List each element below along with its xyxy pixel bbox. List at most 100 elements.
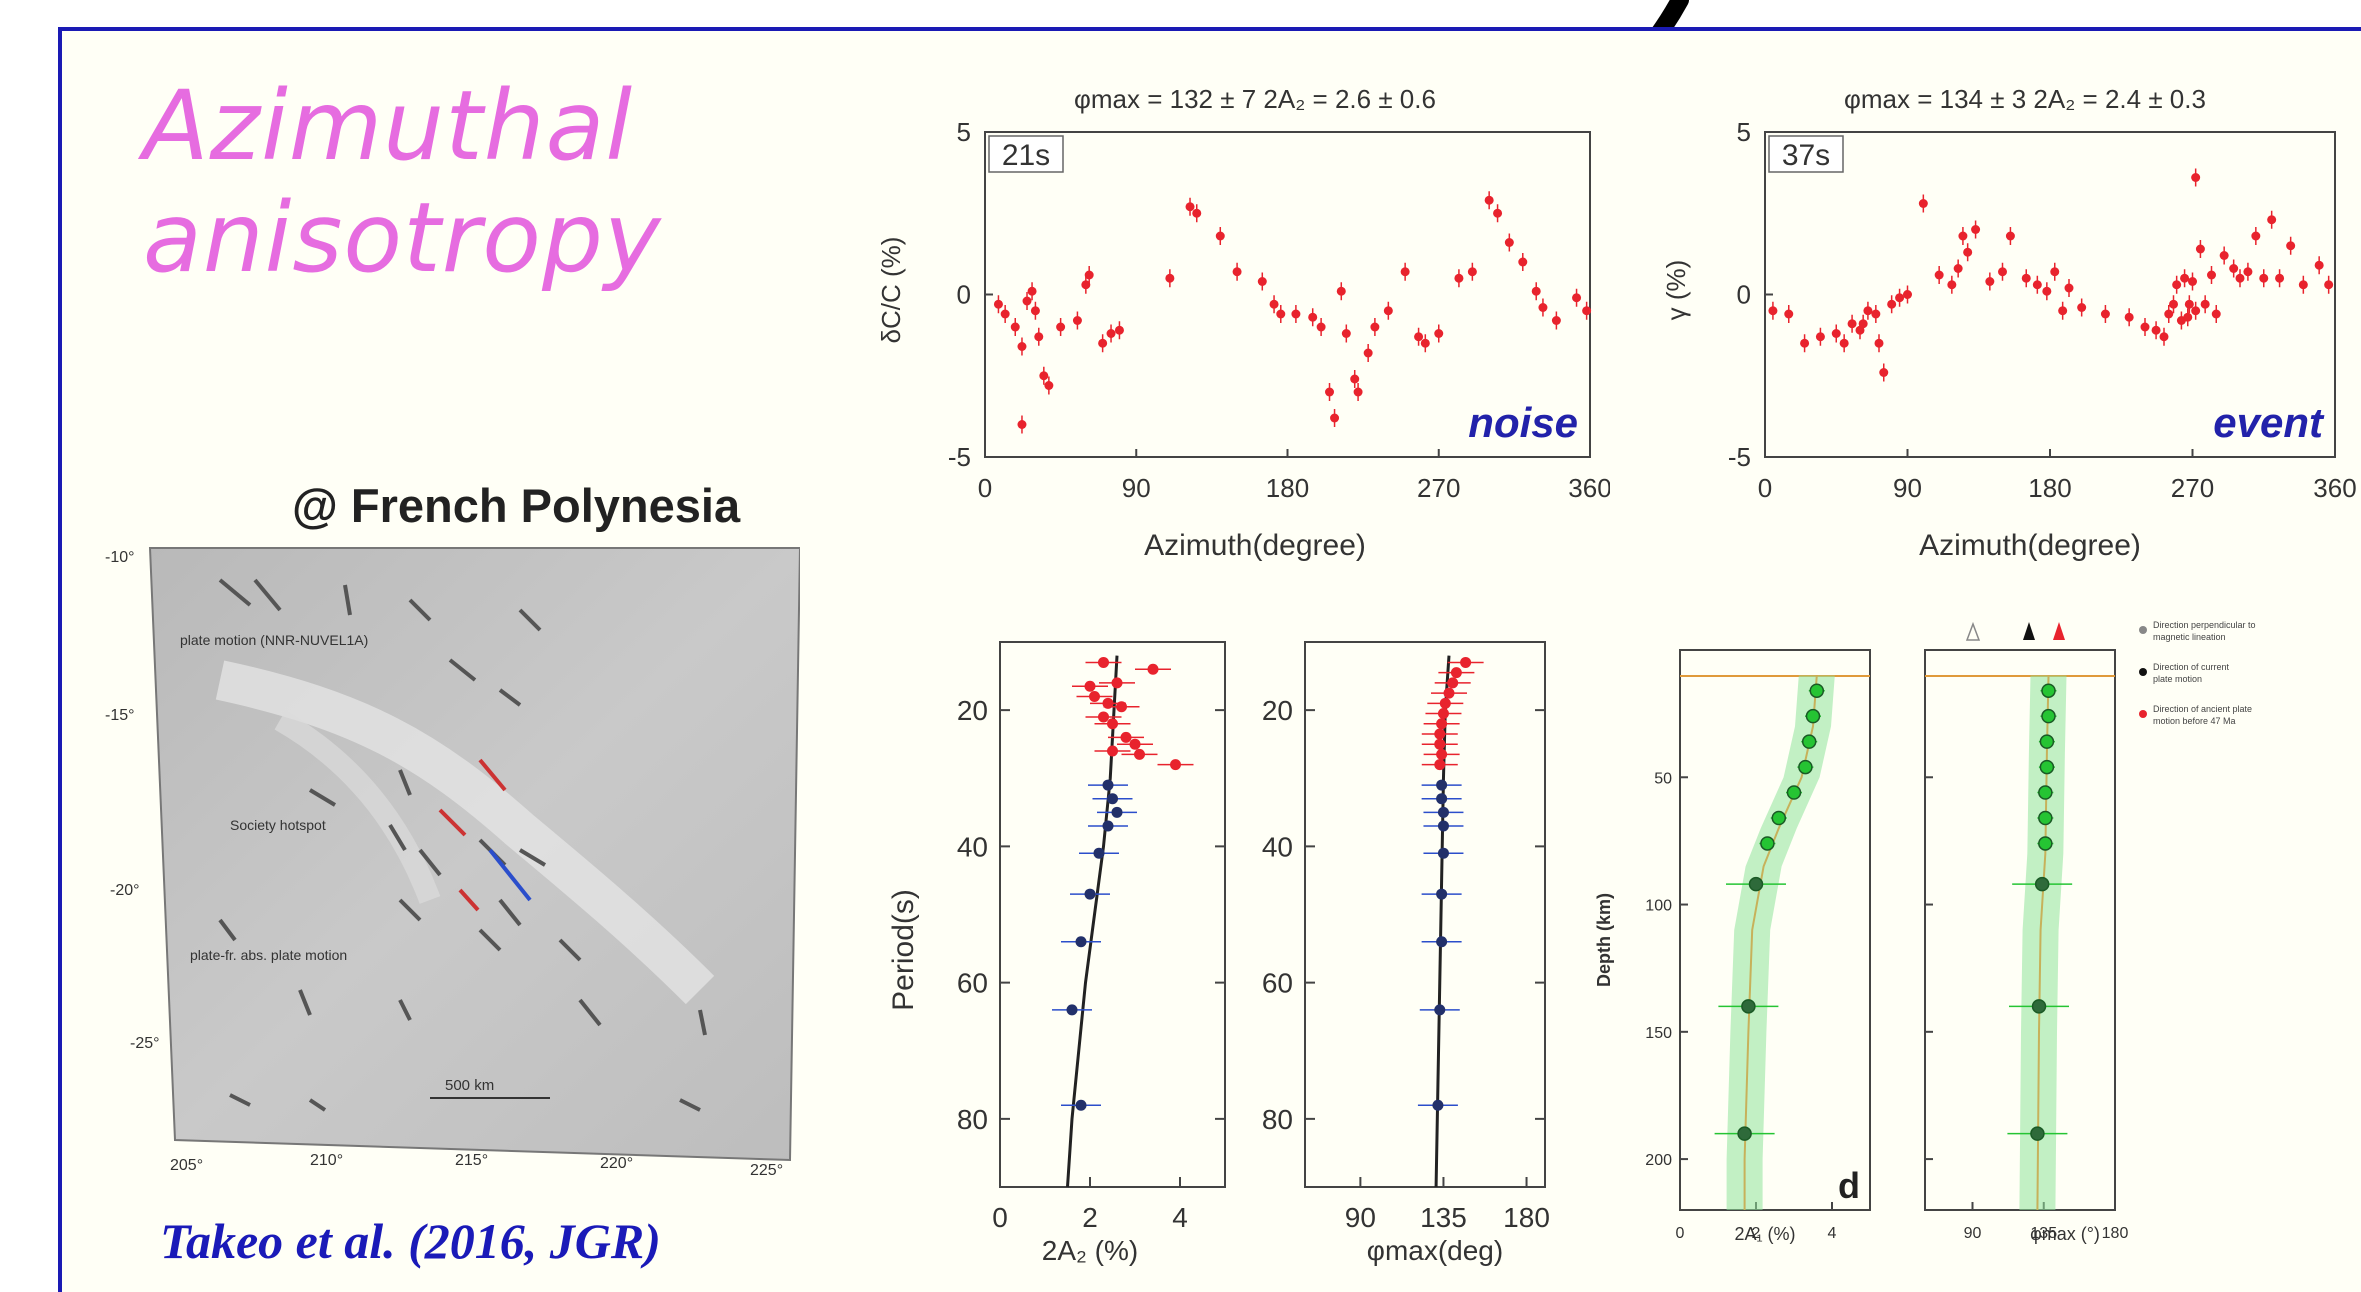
data-point bbox=[1863, 306, 1873, 316]
x-tick-label: 90 bbox=[1122, 473, 1151, 503]
data-point bbox=[1437, 806, 1449, 818]
data-point bbox=[2034, 876, 2050, 892]
slide-title: Azimuthal anisotropy bbox=[143, 70, 662, 294]
data-point bbox=[1815, 332, 1825, 342]
x-axis-label: 2A₁ (%) bbox=[1734, 1224, 1795, 1244]
data-point bbox=[1072, 316, 1082, 325]
data-point bbox=[1518, 257, 1528, 267]
y-tick-label: 50 bbox=[1654, 770, 1672, 787]
x-tick-label: 0 bbox=[978, 473, 992, 503]
data-point bbox=[1454, 273, 1464, 283]
data-point bbox=[2259, 273, 2269, 283]
seafloor-ridge-2 bbox=[274, 710, 441, 904]
data-point bbox=[1044, 381, 1054, 390]
ancient-plate-direction-marker bbox=[2053, 622, 2065, 640]
period-label: 21s bbox=[1002, 139, 1050, 172]
x-tick-label: 90 bbox=[1964, 1225, 1982, 1242]
data-point bbox=[1084, 888, 1096, 900]
data-point bbox=[1871, 309, 1881, 319]
y-tick-label: 5 bbox=[957, 117, 971, 147]
chart-noise: φmax = 132 ± 7 2A₂ = 2.6 ± 0.6 δC/C (%) … bbox=[876, 84, 1610, 562]
data-point bbox=[1276, 309, 1286, 319]
x-tick-label: 180 bbox=[2028, 473, 2071, 503]
period-label: 37s bbox=[1782, 139, 1830, 172]
data-point bbox=[1434, 1004, 1446, 1016]
legend-text: Direction perpendicular to bbox=[2153, 620, 2256, 630]
data-point bbox=[2188, 277, 2197, 286]
x-tick-label: 2 bbox=[1082, 1202, 1098, 1233]
magnetic-direction-marker bbox=[1965, 621, 1981, 641]
data-point bbox=[1443, 687, 1455, 699]
legend-text: magnetic lineation bbox=[2153, 632, 2226, 642]
data-point bbox=[1971, 225, 1981, 234]
data-point bbox=[1330, 413, 1340, 423]
data-point bbox=[2159, 332, 2169, 342]
data-point bbox=[1467, 267, 1477, 277]
citation: Takeo et al. (2016, JGR) bbox=[160, 1213, 661, 1269]
data-point bbox=[2314, 260, 2324, 270]
data-point bbox=[1493, 208, 1503, 218]
data-point bbox=[1400, 267, 1410, 277]
y-tick-label: 80 bbox=[1262, 1104, 1293, 1135]
data-point bbox=[1257, 277, 1267, 286]
map-annotation: plate-fr. abs. plate motion bbox=[190, 947, 347, 963]
data-point bbox=[1093, 847, 1105, 859]
legend-text: motion before 47 Ma bbox=[2153, 716, 2236, 726]
data-point bbox=[1805, 708, 1821, 724]
data-point bbox=[2077, 303, 2087, 312]
data-point bbox=[1010, 322, 1020, 332]
data-point bbox=[2267, 215, 2277, 225]
data-point bbox=[1030, 306, 1040, 316]
x-tick-label: 270 bbox=[1417, 473, 1460, 503]
data-point bbox=[1786, 785, 1802, 800]
data-point bbox=[1958, 231, 1968, 241]
data-point bbox=[1504, 238, 1514, 247]
data-point bbox=[1903, 290, 1912, 299]
data-point bbox=[2031, 999, 2047, 1014]
data-point bbox=[1098, 711, 1109, 723]
data-point bbox=[1215, 231, 1225, 241]
period-box bbox=[988, 135, 1064, 173]
data-point bbox=[1918, 199, 1928, 208]
data-point bbox=[2191, 306, 2201, 316]
y-tick-label: 0 bbox=[1737, 280, 1751, 310]
data-point bbox=[1447, 677, 1459, 689]
data-point bbox=[1741, 999, 1756, 1014]
y-tick-label: 100 bbox=[1645, 898, 1672, 915]
data-point bbox=[2058, 306, 2068, 316]
data-point bbox=[1858, 319, 1868, 329]
data-point bbox=[1363, 348, 1373, 358]
plot-frame bbox=[999, 641, 1226, 1188]
data-point bbox=[1098, 656, 1109, 668]
data-point bbox=[1232, 267, 1242, 277]
y-tick-label: 20 bbox=[1262, 695, 1293, 726]
data-point bbox=[1170, 759, 1181, 771]
y-axis-label: δC/C (%) bbox=[876, 237, 906, 344]
data-point bbox=[2243, 267, 2253, 277]
data-point bbox=[1434, 759, 1446, 771]
chart-amplitude-period: Period(s) 2A₂ (%) 20 40 60 80 0 2 4 bbox=[887, 641, 1226, 1266]
x-tick-label: 180 bbox=[1503, 1202, 1550, 1233]
x-tick-label: 135 bbox=[1420, 1202, 1467, 1233]
data-point bbox=[1436, 779, 1448, 791]
x-tick-label: 0 bbox=[1758, 473, 1772, 503]
model-uncertainty-band bbox=[2019, 675, 2067, 1210]
x-tick-label: 4 bbox=[1828, 1225, 1837, 1242]
map-lon-tick: 210° bbox=[310, 1152, 343, 1169]
data-point bbox=[1022, 296, 1032, 306]
data-point bbox=[1847, 319, 1857, 329]
data-point bbox=[1325, 387, 1335, 397]
x-axis-label: Azimuth(degree) bbox=[1144, 529, 1366, 562]
y-tick-label: 80 bbox=[957, 1104, 988, 1135]
data-point bbox=[2286, 241, 2296, 251]
y-tick-label: 60 bbox=[957, 968, 988, 999]
data-point bbox=[1798, 759, 1813, 775]
data-point bbox=[1114, 325, 1124, 335]
data-point bbox=[2039, 734, 2055, 749]
data-point bbox=[2039, 759, 2055, 775]
data-point bbox=[1531, 286, 1541, 296]
x-tick-label: 90 bbox=[1893, 473, 1922, 503]
y-tick-label: 5 bbox=[1737, 117, 1751, 147]
data-point bbox=[1450, 667, 1462, 679]
y-tick-label: 0 bbox=[957, 280, 971, 310]
